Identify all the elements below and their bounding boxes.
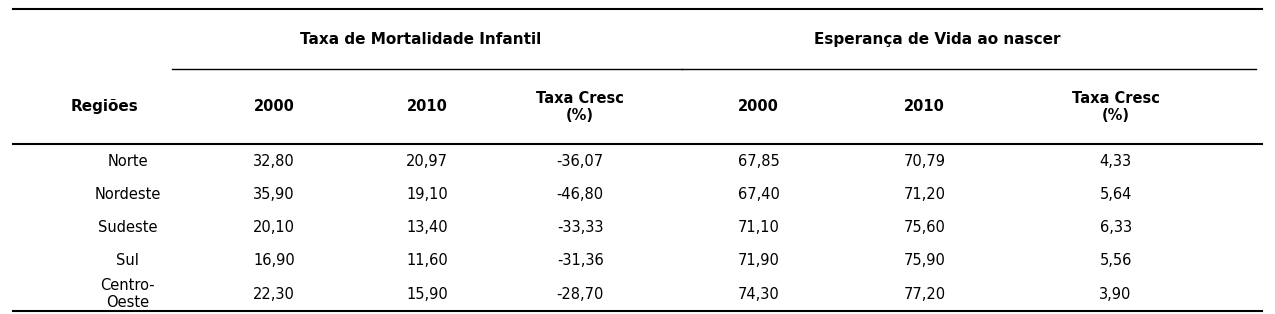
Text: Norte: Norte bbox=[107, 154, 148, 169]
Text: 3,90: 3,90 bbox=[1099, 287, 1132, 302]
Text: Esperança de Vida ao nascer: Esperança de Vida ao nascer bbox=[813, 32, 1061, 47]
Text: 11,60: 11,60 bbox=[407, 253, 448, 268]
Text: 15,90: 15,90 bbox=[407, 287, 448, 302]
Text: 67,85: 67,85 bbox=[738, 154, 779, 169]
Text: 75,90: 75,90 bbox=[904, 253, 945, 268]
Text: 2010: 2010 bbox=[407, 99, 448, 114]
Text: 20,10: 20,10 bbox=[254, 220, 295, 235]
Text: -31,36: -31,36 bbox=[557, 253, 603, 268]
Text: Centro-
Oeste: Centro- Oeste bbox=[101, 278, 154, 311]
Text: 22,30: 22,30 bbox=[254, 287, 295, 302]
Text: Sudeste: Sudeste bbox=[98, 220, 157, 235]
Text: 2000: 2000 bbox=[254, 99, 295, 114]
Text: Taxa de Mortalidade Infantil: Taxa de Mortalidade Infantil bbox=[300, 32, 542, 47]
Text: 67,40: 67,40 bbox=[738, 187, 779, 202]
Text: Taxa Cresc
(%): Taxa Cresc (%) bbox=[1072, 90, 1159, 123]
Text: 16,90: 16,90 bbox=[254, 253, 295, 268]
Text: 77,20: 77,20 bbox=[903, 287, 946, 302]
Text: -46,80: -46,80 bbox=[557, 187, 603, 202]
Text: 4,33: 4,33 bbox=[1099, 154, 1132, 169]
Text: 71,90: 71,90 bbox=[738, 253, 779, 268]
Text: 74,30: 74,30 bbox=[738, 287, 779, 302]
Text: -33,33: -33,33 bbox=[557, 220, 603, 235]
Text: 5,64: 5,64 bbox=[1099, 187, 1132, 202]
Text: 20,97: 20,97 bbox=[407, 154, 448, 169]
Text: 13,40: 13,40 bbox=[407, 220, 448, 235]
Text: -28,70: -28,70 bbox=[556, 287, 604, 302]
Text: -36,07: -36,07 bbox=[557, 154, 603, 169]
Text: Regiões: Regiões bbox=[70, 99, 138, 114]
Text: Sul: Sul bbox=[116, 253, 139, 268]
Text: Nordeste: Nordeste bbox=[94, 187, 161, 202]
Text: 71,10: 71,10 bbox=[738, 220, 779, 235]
Text: 35,90: 35,90 bbox=[254, 187, 295, 202]
Text: 6,33: 6,33 bbox=[1099, 220, 1132, 235]
Text: 32,80: 32,80 bbox=[254, 154, 295, 169]
Text: 75,60: 75,60 bbox=[904, 220, 945, 235]
Text: 2010: 2010 bbox=[904, 99, 945, 114]
Text: 71,20: 71,20 bbox=[904, 187, 945, 202]
Text: 5,56: 5,56 bbox=[1099, 253, 1132, 268]
Text: 2000: 2000 bbox=[738, 99, 779, 114]
Text: 70,79: 70,79 bbox=[904, 154, 945, 169]
Text: Taxa Cresc
(%): Taxa Cresc (%) bbox=[537, 90, 623, 123]
Text: 19,10: 19,10 bbox=[407, 187, 448, 202]
